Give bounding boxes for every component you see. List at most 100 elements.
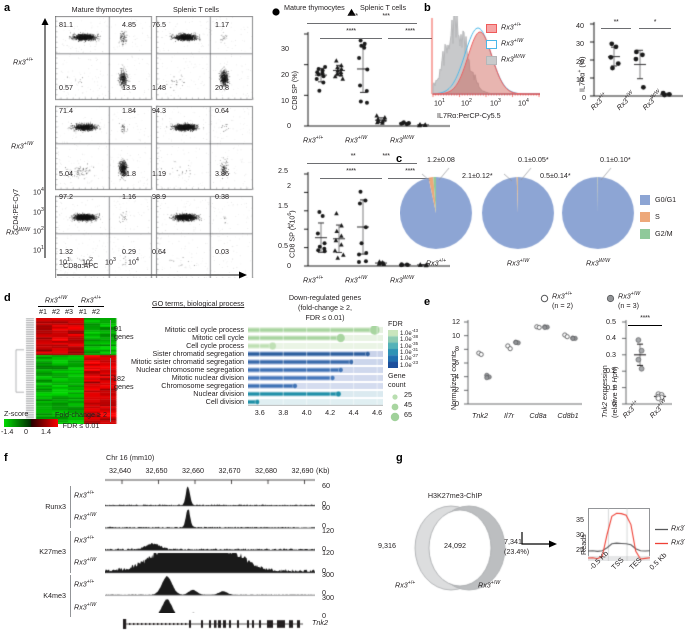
panel-f-track-min-3: 0 [322,565,326,575]
quad-r2c0-ll: 1.32 [59,247,73,256]
panel-a-bot-ytick-2: 1 [287,221,291,230]
panel-a-ytick-2: 103 [33,207,44,217]
quad-r2c1-ll: 0.64 [152,247,166,256]
panel-b-ytick-2: 20 [576,57,584,66]
panel-b-legend-swatch-1 [486,40,497,49]
quad-r2c0-ul: 97.2 [59,192,73,201]
sig-bar-a-top-0 [307,23,399,24]
panel-e-left-ytick-5: 10 [452,330,460,340]
panel-g-arrow-icon [521,532,557,548]
panel-a-top-ytick-0: 0 [287,121,291,130]
panel-b-legend-label-2: Rx3W/W [501,54,526,64]
panel-f-axis-tick-5: 32,690 [291,466,314,475]
fdr-label-5: 1.0e-23 [400,359,419,369]
panel-c-annot-0-1: 2.1±0.12* [462,171,493,180]
go-term-label-9: Cell division [205,397,244,406]
panel-d-size-label-1: 45 [404,400,412,409]
panel-c-legend-label-2: G2/M [655,229,673,238]
panel-a-xtick-2: 103 [105,257,116,267]
quad-r2c1-ur: 0.38 [215,192,229,201]
quad-r2c0-lr: 0.29 [122,247,136,256]
quad-r0c0-ur: 4.85 [122,20,136,29]
panel-f-tracks [105,478,315,613]
panel-c-group-1: Rx3+/W [506,258,530,268]
panel-c-annot-1-0: 0.1±0.05* [518,155,549,164]
quad-r0c1-ll: 1.48 [152,83,166,92]
panel-f-axis-tick-0: 32,640 [109,466,131,475]
panel-d-rep-1: #2 [52,307,60,316]
sig-bar-a-bot-1 [355,163,417,164]
panel-a-xtick-3: 104 [128,257,139,267]
go-term-label-2: Cell cycle process [186,341,244,350]
panel-d-cluster-bracket-1 [110,358,111,422]
panel-b-ytick-3: 30 [576,39,584,48]
panel-d-group-rule-0 [38,306,74,307]
panel-f-track-min-5: 0 [322,610,326,620]
panel-b-ytick-4: 40 [576,21,584,30]
panel-c-group-2: Rx3W/W [585,258,611,268]
panel-f-genotype-0: Rx3+/+ [74,490,95,500]
panel-a-col-header-1: Splenic T cells [172,5,220,14]
quad-r0c1-lr: 20.8 [215,83,229,92]
quad-r0c0-ll: 0.57 [59,83,73,92]
sig-stars-a-top-0: **** [348,13,358,20]
panel-c-annot-2-0: 0.1±0.10* [600,155,631,164]
panel-g-venn-center-value: 24,092 [444,541,466,550]
panel-e-left-ytick-2: 4 [455,371,459,381]
panel-d-col-group-1: Rx3+/+ [80,295,102,305]
panel-e-xtick-3: Cd8b1 [557,411,579,420]
go-term-label-4: Mitotic sister chromatid segregation [130,357,244,366]
go-xtick-1: 3.8 [278,408,289,417]
panel-g-venn [405,503,515,593]
panel-d-scale-title: Z-score [4,409,29,418]
panel-f-track-max-4: 300 [322,570,334,580]
panel-f-assay-bracket-0 [70,486,71,529]
quad-r0c1-ul: 76.5 [152,20,166,29]
panel-d-scale-tick-1: 0 [24,427,28,436]
sig-bar-a-bot-0 [307,163,399,164]
panel-f-assay-label-2: K4me3 [43,591,66,601]
panel-d-size-legend-title-1: count [388,380,406,389]
panel-d-fdr-colorbar [388,330,398,368]
panel-f-assay-label-0: Runx3 [45,502,66,512]
fdr-label-4: 1.0e-27 [400,353,419,363]
panel-c-legend-label-1: S [655,212,660,221]
panel-d-dot-title-0: Down-regulated genes [288,293,362,302]
panel-a-yaxis-label: CD4:PE-Cy7 [11,188,20,230]
sig-bar-e [628,325,662,326]
panel-d-size-dot-2 [390,412,400,422]
panel-c-legend-swatch-1 [640,212,650,222]
panel-f-genotype-2: Rx3+/+ [74,534,95,544]
panel-e-legend-n-0: (n = 2) [552,301,573,310]
panel-e-chart-left-plot [462,318,582,408]
panel-f-track-max-5: 300 [322,592,334,602]
panel-g-ytick-2: 35 [576,515,584,524]
fdr-label-3: 1.0e-31 [400,347,419,356]
legend-label-thymocytes: Mature thymocytes [284,3,345,12]
quad-r2c0-ur: 1.16 [122,192,136,201]
quad-r2c1-lr: 0.03 [215,247,229,256]
panel-d-go-dotplot [248,326,383,406]
panel-d-criteria-0: Fold-change ≥ 2 [55,410,107,419]
panel-e-left-ytick-4: 8 [455,344,459,354]
panel-f-genotype-4: Rx3+/+ [74,579,95,589]
panel-d-criteria-1: FDR ≤ 0.01 [62,421,100,430]
panel-f-track-max-3: 120 [322,547,334,557]
panel-a-bot-xtick-0: Rx3+/+ [303,275,324,285]
quad-r0c1-ur: 1.17 [215,20,229,29]
go-term-label-7: Chromosome segregation [161,381,244,390]
panel-a-top-xtick-1: Rx3+/W [345,135,368,145]
panel-d-cluster-bracket-0 [110,320,111,354]
panel-b-legend-label-0: Rx3+/+ [501,22,522,32]
sig-bar-a-top-1 [355,23,417,24]
panel-c-pies [400,165,650,275]
sig-bar-a-top-3 [388,38,432,39]
panel-b-chart-plot [588,20,683,100]
panel-b-xtick-3: 104 [518,98,529,108]
quad-r1c0-ul: 71.4 [59,106,73,115]
quad-r1c1-ll: 1.19 [152,169,166,178]
panel-f-axis-tick-4: 32,680 [255,466,277,475]
panel-g-xtick-3: 0.5 Kb [647,550,669,572]
panel-label-f: f [4,452,8,464]
panel-d-group-rule-1 [78,306,104,307]
